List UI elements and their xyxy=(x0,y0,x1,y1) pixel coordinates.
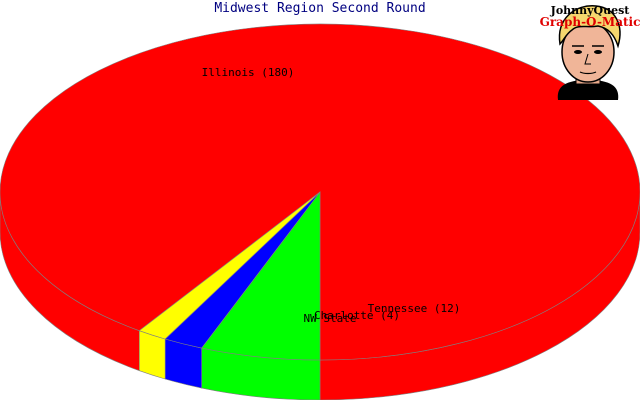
slice-label-illinois: Illinois (180) xyxy=(202,66,295,79)
slice-label-charlotte: Charlotte (4) xyxy=(314,309,400,322)
chart-title: Midwest Region Second Round xyxy=(214,1,426,16)
slice-label-tennessee: Tennessee (12) xyxy=(368,302,461,315)
logo-line-1: JohnnyQuest xyxy=(550,4,631,17)
slice-label-nw-state: NW State xyxy=(304,312,357,325)
slice-tennessee xyxy=(201,191,321,361)
logo-line-2: Graph-O-Matic xyxy=(540,15,640,29)
slice-nw-state xyxy=(138,191,321,340)
slice-illinois xyxy=(0,23,640,361)
graph-o-matic-logo: JohnnyQuest Graph-O-Matic xyxy=(540,4,640,100)
cartoon-boy-face-icon xyxy=(557,5,621,100)
